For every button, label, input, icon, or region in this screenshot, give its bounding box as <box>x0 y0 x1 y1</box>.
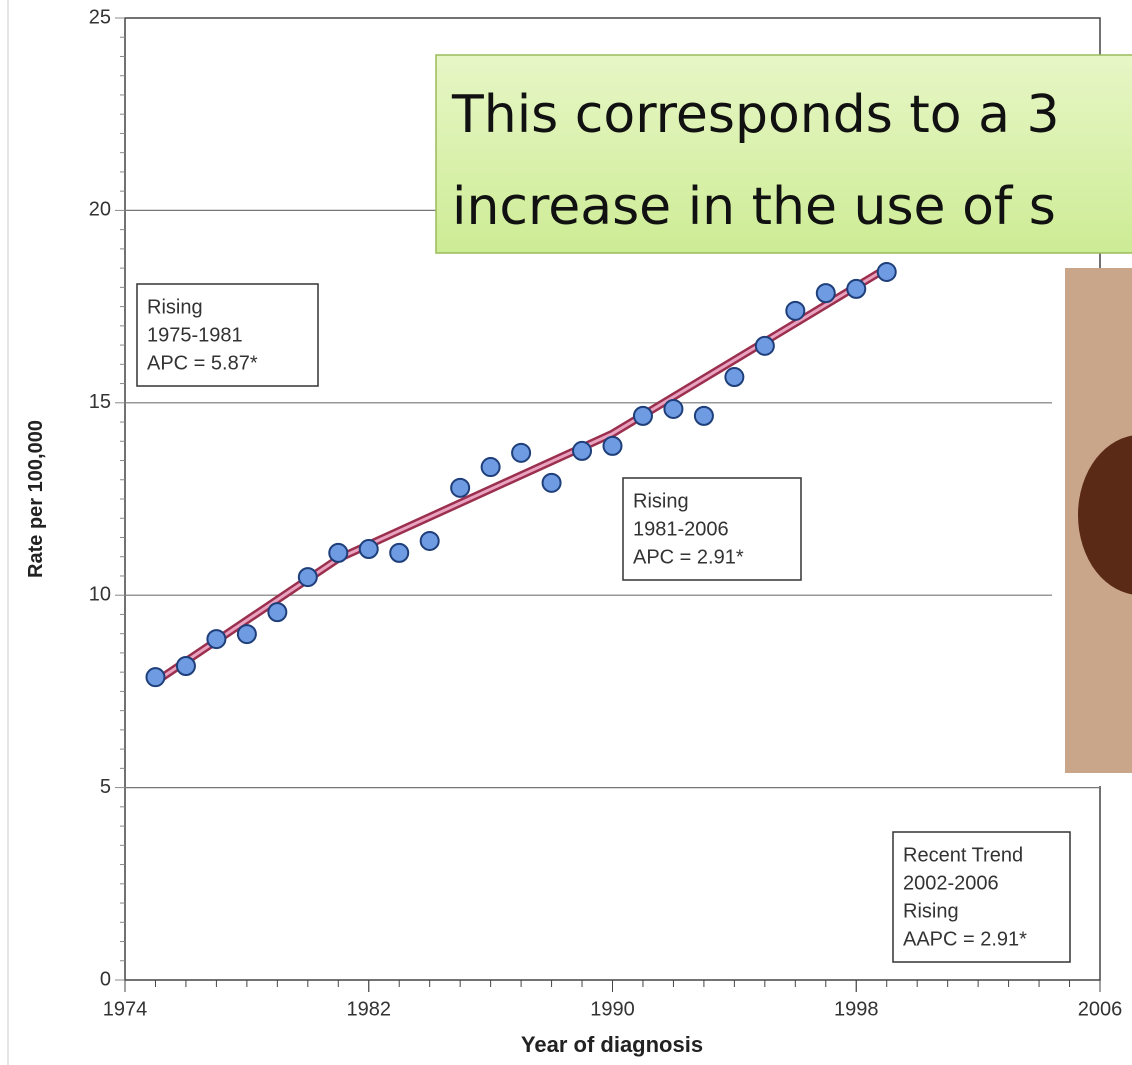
annotation-text: Recent Trend <box>903 844 1023 866</box>
y-tick-label: 20 <box>89 199 111 221</box>
y-tick-label: 10 <box>89 583 111 605</box>
data-point <box>815 283 836 304</box>
data-point <box>175 656 196 677</box>
callout-text: This corresponds to a 3 <box>451 85 1060 145</box>
data-point <box>724 367 745 388</box>
callout-box <box>435 54 1132 254</box>
data-point <box>632 405 653 426</box>
x-tick-label: 2006 <box>1078 998 1123 1020</box>
data-point <box>450 477 471 498</box>
data-point <box>358 539 379 560</box>
annotation-text: APC = 5.87* <box>147 352 258 374</box>
y-tick-label: 15 <box>89 391 111 413</box>
y-axis-label: Rate per 100,000 <box>25 420 47 578</box>
y-tick-label: 25 <box>89 6 111 28</box>
data-point <box>236 624 257 645</box>
trend-line-inner <box>154 266 888 684</box>
data-point <box>602 435 623 456</box>
annotation-box <box>136 283 319 387</box>
annotation-box <box>892 831 1071 963</box>
data-point <box>663 398 684 419</box>
data-point <box>480 457 501 478</box>
annotation-text: APC = 2.91* <box>633 546 744 568</box>
annotation-text: Rising <box>147 296 203 318</box>
data-point <box>846 278 867 299</box>
x-axis-label: Year of diagnosis <box>521 1032 703 1057</box>
annotation-text: 2002-2006 <box>903 872 999 894</box>
data-point <box>206 629 227 650</box>
annotation-text: Rising <box>633 490 689 512</box>
data-point <box>267 602 288 623</box>
data-point <box>572 440 593 461</box>
data-point <box>541 472 562 493</box>
annotation-text: AAPC = 2.91* <box>903 928 1027 950</box>
data-point <box>693 405 714 426</box>
data-point <box>297 567 318 588</box>
data-point <box>511 442 532 463</box>
annotation-text: 1981-2006 <box>633 518 729 540</box>
data-point <box>785 300 806 321</box>
mole <box>1078 435 1132 595</box>
x-tick-label: 1974 <box>103 998 148 1020</box>
data-point <box>419 530 440 551</box>
data-point <box>328 542 349 563</box>
annotation-box <box>622 477 802 581</box>
data-point <box>754 335 775 356</box>
x-tick-label: 1998 <box>834 998 879 1020</box>
annotation-text: Rising <box>903 900 959 922</box>
x-tick-label: 1990 <box>590 998 635 1020</box>
x-tick-label: 1982 <box>347 998 392 1020</box>
data-point <box>876 261 897 282</box>
y-tick-label: 0 <box>100 968 111 990</box>
y-tick-label: 5 <box>100 776 111 798</box>
data-point <box>145 667 166 688</box>
data-point <box>389 542 410 563</box>
annotation-text: 1975-1981 <box>147 324 243 346</box>
callout-text: increase in the use of s <box>452 177 1056 237</box>
